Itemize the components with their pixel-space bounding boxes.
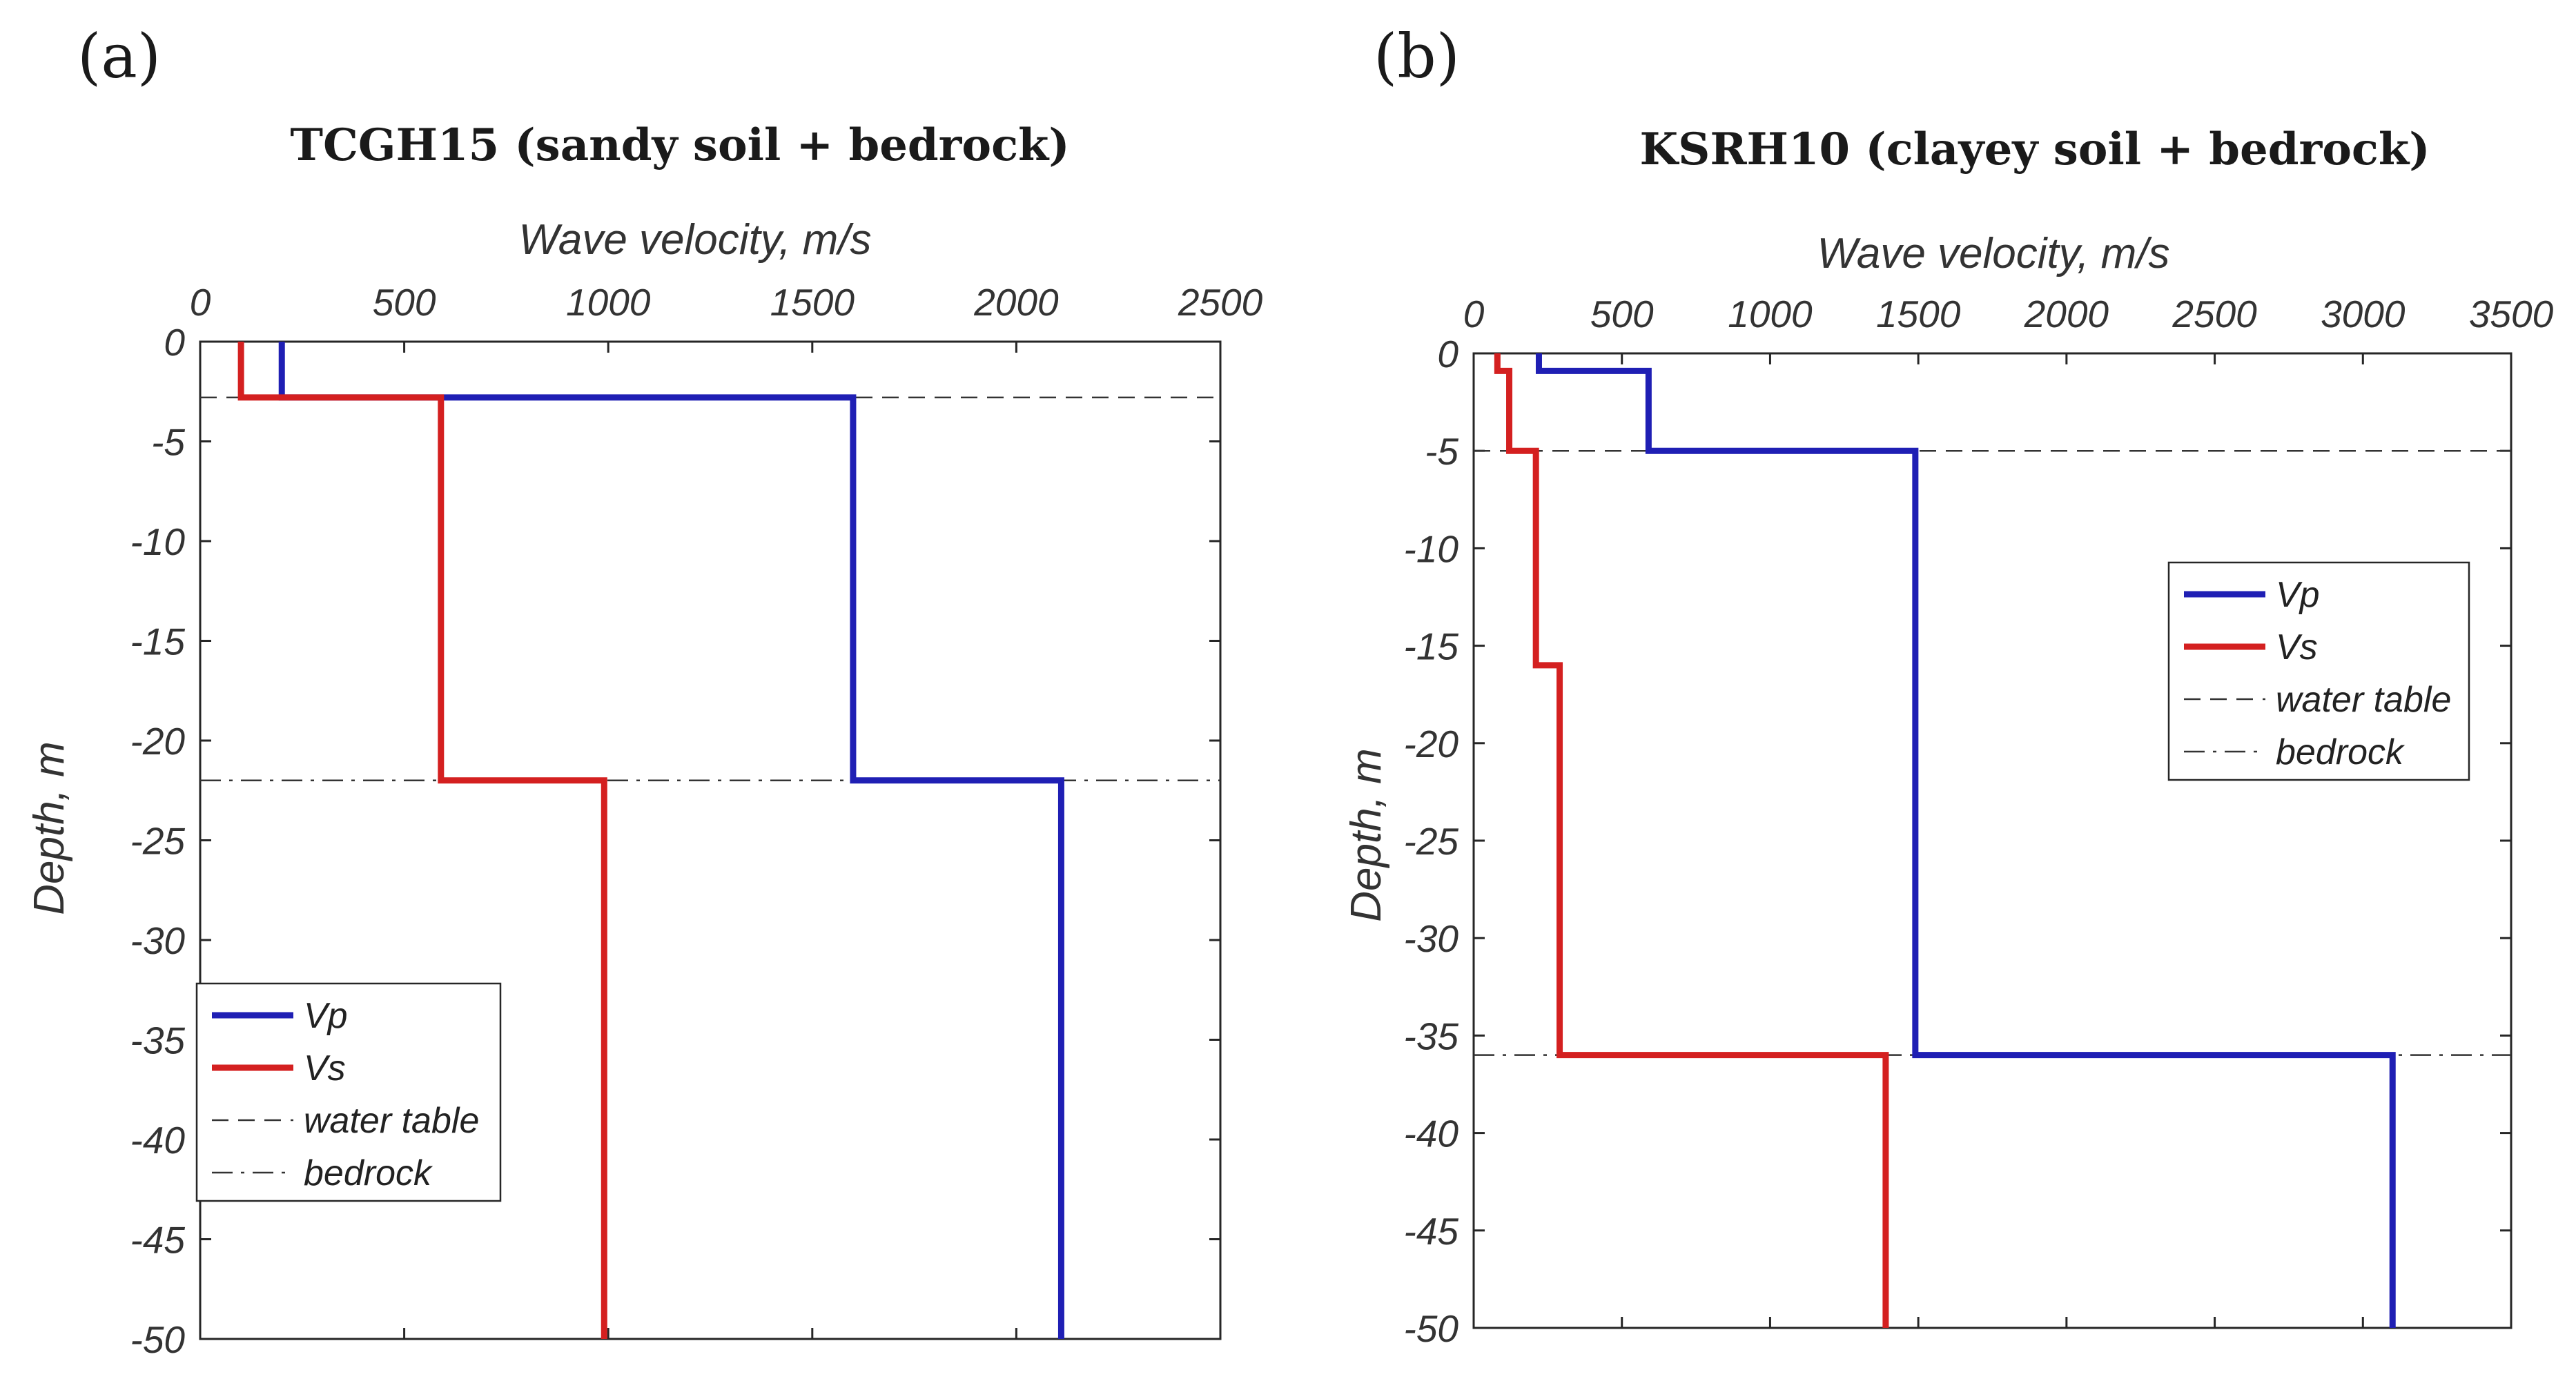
panel-a-y-tick-label: -15 <box>130 620 186 663</box>
panel-b-x-tick-label: 2500 <box>2172 293 2257 335</box>
panel-b-y-tick-label: -20 <box>1404 723 1459 765</box>
panel-b-legend-box <box>2167 561 2470 781</box>
panel-b-legend-label: Vs <box>2276 627 2318 667</box>
panel-a-x-tick-label: 2000 <box>973 281 1059 324</box>
panel-a-y-tick-label: -30 <box>130 919 186 962</box>
panel-b-x-tick-label: 3500 <box>2469 293 2554 335</box>
panel-b-plot-area: 0 500 1000 1500 2000 2500 3000 3500 0 -5 -10 -15 -20… <box>1404 293 2554 1350</box>
panel-b-x-tick-label: 2000 <box>2024 293 2109 335</box>
panel-b-axes-frame <box>1472 352 2512 1329</box>
panel-b-x-tick-label: 3000 <box>2321 293 2406 335</box>
panel-b-y-tick-label: -45 <box>1404 1210 1459 1253</box>
panel-a-series-vs-line <box>237 342 607 1339</box>
panel-a-plot-area: 0 500 1000 1500 2000 2500 0 -5 -10 -15 -20 -25 -30 -3… <box>130 281 1263 1361</box>
panel-a-x-tick-label: 500 <box>373 281 436 324</box>
panel-a-y-tick-label: 0 <box>164 321 185 364</box>
panel-a-x-tick-label: 0 <box>190 281 211 324</box>
panel-b-y-tick-label: -5 <box>1425 430 1458 473</box>
panel-b-y-tick-label: -35 <box>1404 1015 1459 1057</box>
panel-b-y-tick-label: -50 <box>1404 1307 1459 1350</box>
panel-b: (b) KSRH10 (clayey soil + bedrock) Wave … <box>1343 21 2554 1350</box>
panel-b-legend-label: Vp <box>2276 575 2320 615</box>
panel-a-y-tick-label: -10 <box>130 520 186 563</box>
panel-b-y-tick-label: -10 <box>1404 527 1459 570</box>
panel-b-y-tick-label: -15 <box>1404 625 1459 668</box>
panel-b-y-tick-label: 0 <box>1437 333 1458 375</box>
panel-a-x-axis-label: Wave velocity, m/s <box>518 216 871 264</box>
panel-a-y-axis-label: Depth, m <box>26 741 73 915</box>
panel-a-legend: Vp Vs water table bedrock <box>195 982 502 1202</box>
panel-b-legend-label: water table <box>2276 680 2451 720</box>
panel-a-y-tick-label: -45 <box>130 1219 186 1262</box>
panel-b-x-tick-label: 1500 <box>1876 293 1961 335</box>
panel-a-y-tick-label: -5 <box>151 421 185 464</box>
panel-b-x-tick-label: 1000 <box>1728 293 1813 335</box>
panel-b-legend: Vp Vs water table bedrock <box>2167 561 2470 781</box>
panel-b-series-vs-line <box>1494 353 1889 1328</box>
panel-b-series-vp-line <box>1535 353 2396 1328</box>
panel-b-y-tick-label: -40 <box>1404 1113 1459 1155</box>
panel-a-title: TCGH15 (sandy soil + bedrock) <box>290 119 1069 171</box>
panel-a-y-tick-label: -50 <box>130 1318 186 1361</box>
panel-b-y-tick-label: -30 <box>1404 917 1459 960</box>
panel-a: (a) TCGH15 (sandy soil + bedrock) Wave v… <box>26 21 1263 1361</box>
panel-a-label: (a) <box>77 21 161 92</box>
panel-a-y-tick-label: -35 <box>130 1019 186 1062</box>
panel-b-x-tick-label: 0 <box>1463 293 1485 335</box>
panel-a-legend-label: bedrock <box>304 1153 433 1193</box>
panel-b-x-tick-label: 500 <box>1590 293 1654 335</box>
panel-b-label: (b) <box>1374 21 1460 92</box>
panel-a-legend-label: Vs <box>304 1048 346 1088</box>
panel-a-legend-label: water table <box>304 1101 479 1141</box>
panel-a-y-tick-label: -40 <box>130 1119 186 1162</box>
panel-b-y-axis-label: Depth, m <box>1343 748 1390 922</box>
panel-b-y-tick-label: -25 <box>1404 820 1459 863</box>
panel-b-title: KSRH10 (clayey soil + bedrock) <box>1640 124 2430 175</box>
panel-a-x-tick-label: 2500 <box>1178 281 1263 324</box>
panel-b-legend-label: bedrock <box>2276 732 2406 772</box>
panel-a-legend-label: Vp <box>304 996 348 1036</box>
panel-b-x-axis-label: Wave velocity, m/s <box>1817 230 2169 277</box>
panel-a-legend-box <box>195 982 502 1202</box>
panel-a-x-tick-label: 1500 <box>770 281 855 324</box>
panel-a-x-tick-label: 1000 <box>566 281 651 324</box>
panel-a-y-tick-label: -25 <box>130 820 186 863</box>
panel-a-series-vp-line <box>278 342 1064 1339</box>
panel-a-y-tick-label: -20 <box>130 720 186 763</box>
